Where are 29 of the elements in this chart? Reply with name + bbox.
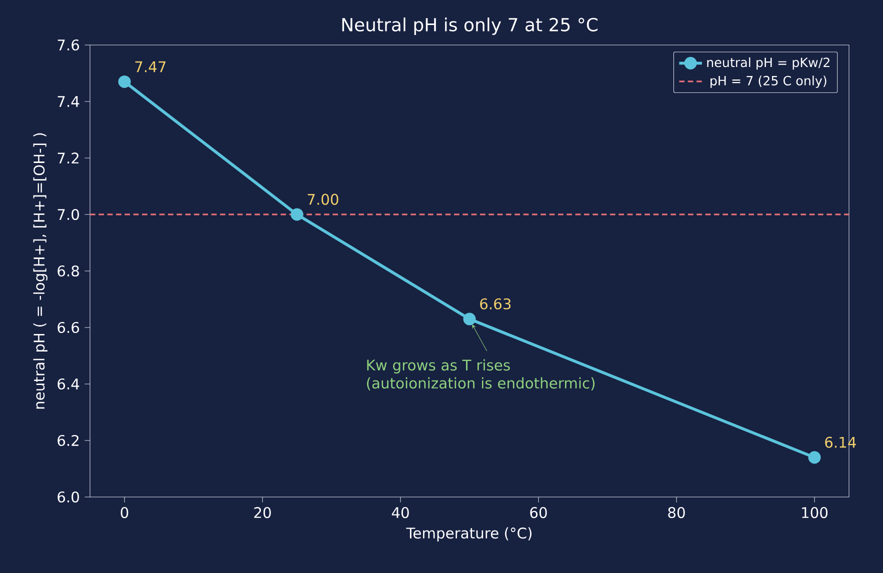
y-tick-label: 7.4 — [58, 96, 80, 107]
x-tick-label: 0 — [120, 507, 128, 518]
y-tick-label: 7.6 — [58, 39, 80, 51]
x-tick-label: 80 — [668, 507, 685, 518]
point — [290, 208, 304, 221]
y-tick-label: 6.2 — [58, 434, 78, 446]
annotation: Kw grows as T rises (autoionization is endothermic) — [367, 359, 595, 390]
data-label: 7.00 — [308, 194, 338, 205]
y-tick-label: 6.6 — [58, 322, 80, 334]
legend-label: neutral pH = pKw/2 — [707, 57, 830, 70]
y-tick-label: 7.0 — [58, 208, 79, 220]
data-label: 6.63 — [480, 298, 511, 310]
x-tick-label: 60 — [530, 507, 547, 518]
y-tick-label: 6.0 — [58, 491, 79, 503]
y-axis-title: neutral pH ( = -log[H+], [H+]=[OH-] ) — [33, 133, 48, 409]
y-tick-label: 6.8 — [58, 265, 79, 277]
x-tick-label: 100 — [802, 507, 828, 518]
y-tick-label: 7.2 — [58, 152, 78, 164]
point — [463, 312, 476, 326]
point — [118, 75, 131, 88]
x-tick-label: 40 — [392, 507, 409, 518]
data-label: 7.47 — [135, 61, 166, 72]
data-label: 6.14 — [825, 436, 856, 448]
legend-label: pH = 7 (25 C only) — [710, 76, 826, 88]
x-axis-title: Temperature (°C) — [406, 527, 532, 542]
y-tick-label: 6.4 — [58, 378, 80, 390]
chart-title: Neutral pH is only 7 at 25 °C — [342, 18, 598, 35]
x-tick-label: 20 — [254, 507, 271, 518]
point — [808, 451, 821, 464]
